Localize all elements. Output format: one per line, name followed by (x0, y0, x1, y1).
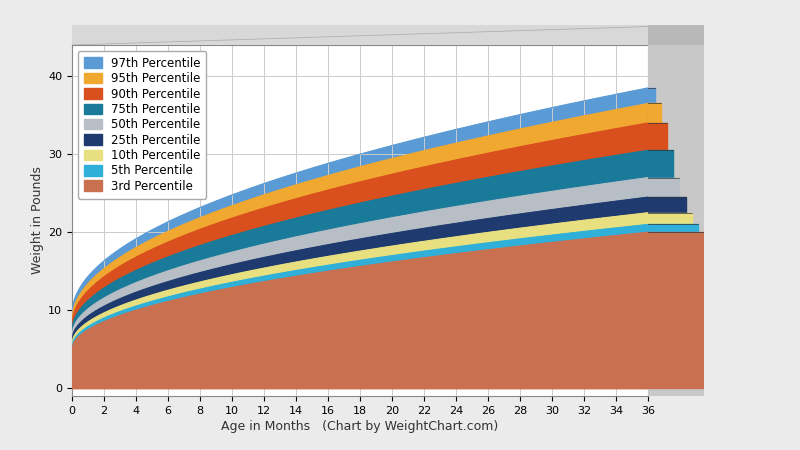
Y-axis label: Weight in Pounds: Weight in Pounds (31, 166, 44, 274)
Polygon shape (648, 150, 673, 178)
X-axis label: Age in Months   (Chart by WeightChart.com): Age in Months (Chart by WeightChart.com) (222, 420, 498, 433)
Polygon shape (648, 104, 661, 123)
Legend: 97th Percentile, 95th Percentile, 90th Percentile, 75th Percentile, 50th Percent: 97th Percentile, 95th Percentile, 90th P… (78, 51, 206, 198)
Polygon shape (648, 213, 692, 225)
Polygon shape (648, 225, 698, 232)
Polygon shape (648, 232, 704, 388)
Polygon shape (648, 123, 667, 150)
Polygon shape (648, 197, 686, 213)
Polygon shape (648, 88, 654, 104)
Polygon shape (648, 178, 679, 197)
